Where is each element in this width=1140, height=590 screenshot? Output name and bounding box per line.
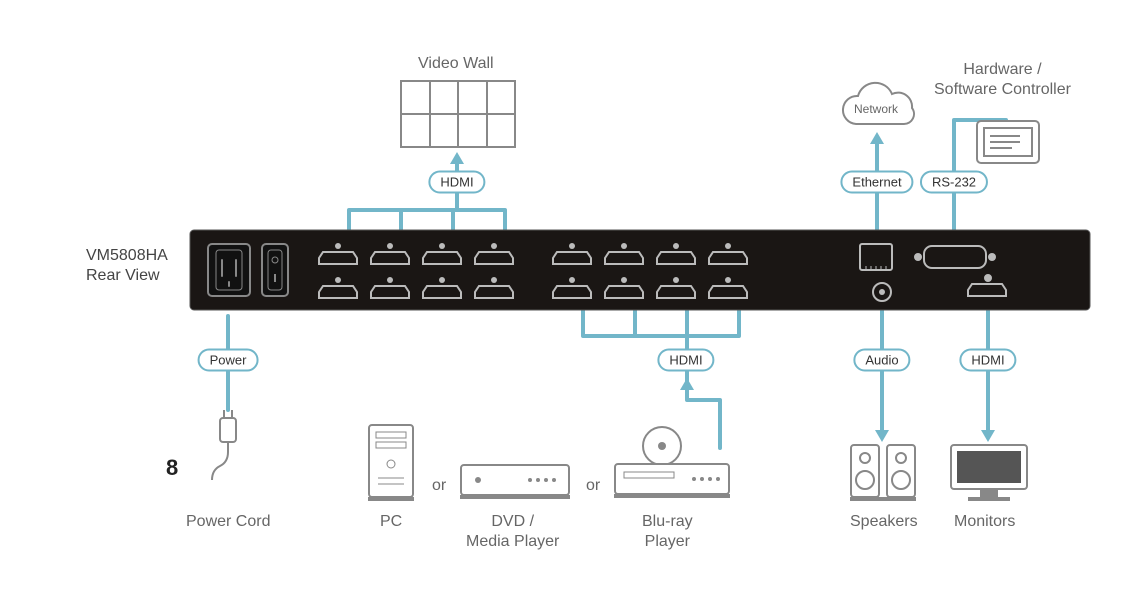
video-wall-icon [400,80,516,148]
pill-hdmi-in: HDMI [657,349,714,372]
rear-panel [190,230,1090,310]
pill-audio: Audio [853,349,910,372]
videowall-label: Video Wall [418,54,494,74]
network-label: Network [854,102,898,117]
pill-hdmi-top: HDMI [428,171,485,194]
monitor-icon [950,444,1028,502]
diagram-stage: HDMI Ethernet RS-232 Power HDMI Audio HD… [0,0,1140,590]
bluray-icon [614,426,730,500]
speakers-icon [850,444,916,502]
powercord-label: Power Cord [186,512,270,532]
pill-rs232: RS-232 [920,171,988,194]
pc-label: PC [380,512,402,532]
monitors-label: Monitors [954,512,1015,532]
or1-label: or [432,476,446,496]
dvd-icon [460,464,570,500]
dvd-label: DVD / Media Player [466,512,559,552]
speakers-label: Speakers [850,512,918,532]
or2-label: or [586,476,600,496]
power-plug-icon [210,410,246,480]
bluray-label: Blu-ray Player [642,512,693,552]
controller-icon [976,120,1040,168]
pill-ethernet: Ethernet [840,171,913,194]
controller-label: Hardware / Software Controller [934,60,1071,100]
pill-hdmi-out: HDMI [959,349,1016,372]
device-label: VM5808HA Rear View [86,246,168,286]
eight-label: 8 [166,454,178,482]
pc-icon [368,424,414,502]
pill-power: Power [198,349,259,372]
